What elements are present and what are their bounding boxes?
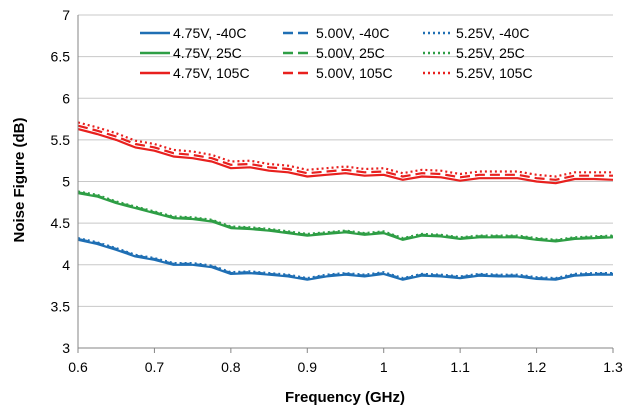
legend-label-0: 4.75V, -40C	[173, 25, 246, 41]
x-tick-label: 0.8	[221, 359, 241, 375]
x-axis-title: Frequency (GHz)	[285, 389, 405, 406]
tick-labels: 3 3.5 4 4.5 5 5.5 6 6.5 7 0.6 0.7 0.8 0.9 1 1.1 1.2 1.3	[51, 7, 623, 375]
series-line-6	[77, 128, 614, 185]
y-tick-label: 3.5	[51, 298, 71, 314]
legend-label-5: 5.25V, 25C	[456, 45, 525, 61]
y-tick-label: 4	[62, 257, 70, 273]
x-tick-label: 1.1	[450, 359, 470, 375]
legend-label-6: 4.75V, 105C	[173, 65, 250, 81]
data-series	[77, 121, 614, 281]
axes	[77, 15, 614, 353]
y-tick-label: 3	[62, 340, 70, 356]
x-tick-label: 1	[380, 359, 388, 375]
legend-label-2: 5.25V, -40C	[456, 25, 529, 41]
legend-label-4: 5.00V, 25C	[316, 45, 385, 61]
y-tick-label: 4.5	[51, 215, 71, 231]
y-tick-label: 6	[62, 90, 70, 106]
x-tick-label: 0.9	[298, 359, 318, 375]
x-tick-label: 0.7	[145, 359, 165, 375]
legend-label-8: 5.25V, 105C	[456, 65, 533, 81]
legend-label-7: 5.00V, 105C	[316, 65, 393, 81]
x-tick-label: 1.3	[603, 359, 623, 375]
series-line-4	[77, 191, 614, 242]
y-axis-title: Noise Figure (dB)	[11, 117, 28, 242]
y-tick-label: 7	[62, 7, 70, 23]
series-line-1	[77, 237, 613, 280]
legend-label-1: 5.00V, -40C	[316, 25, 389, 41]
x-tick-label: 1.2	[527, 359, 547, 375]
y-tick-label: 5.5	[51, 132, 71, 148]
y-tick-label: 6.5	[51, 49, 71, 65]
x-tick-label: 0.6	[68, 359, 88, 375]
y-tick-label: 5	[62, 174, 70, 190]
legend: 4.75V, -40C 5.00V, -40C 5.25V, -40C 4.75V, …	[140, 25, 533, 81]
series-line-7	[77, 124, 613, 181]
legend-label-3: 4.75V, 25C	[173, 45, 242, 61]
gridlines	[78, 14, 613, 349]
